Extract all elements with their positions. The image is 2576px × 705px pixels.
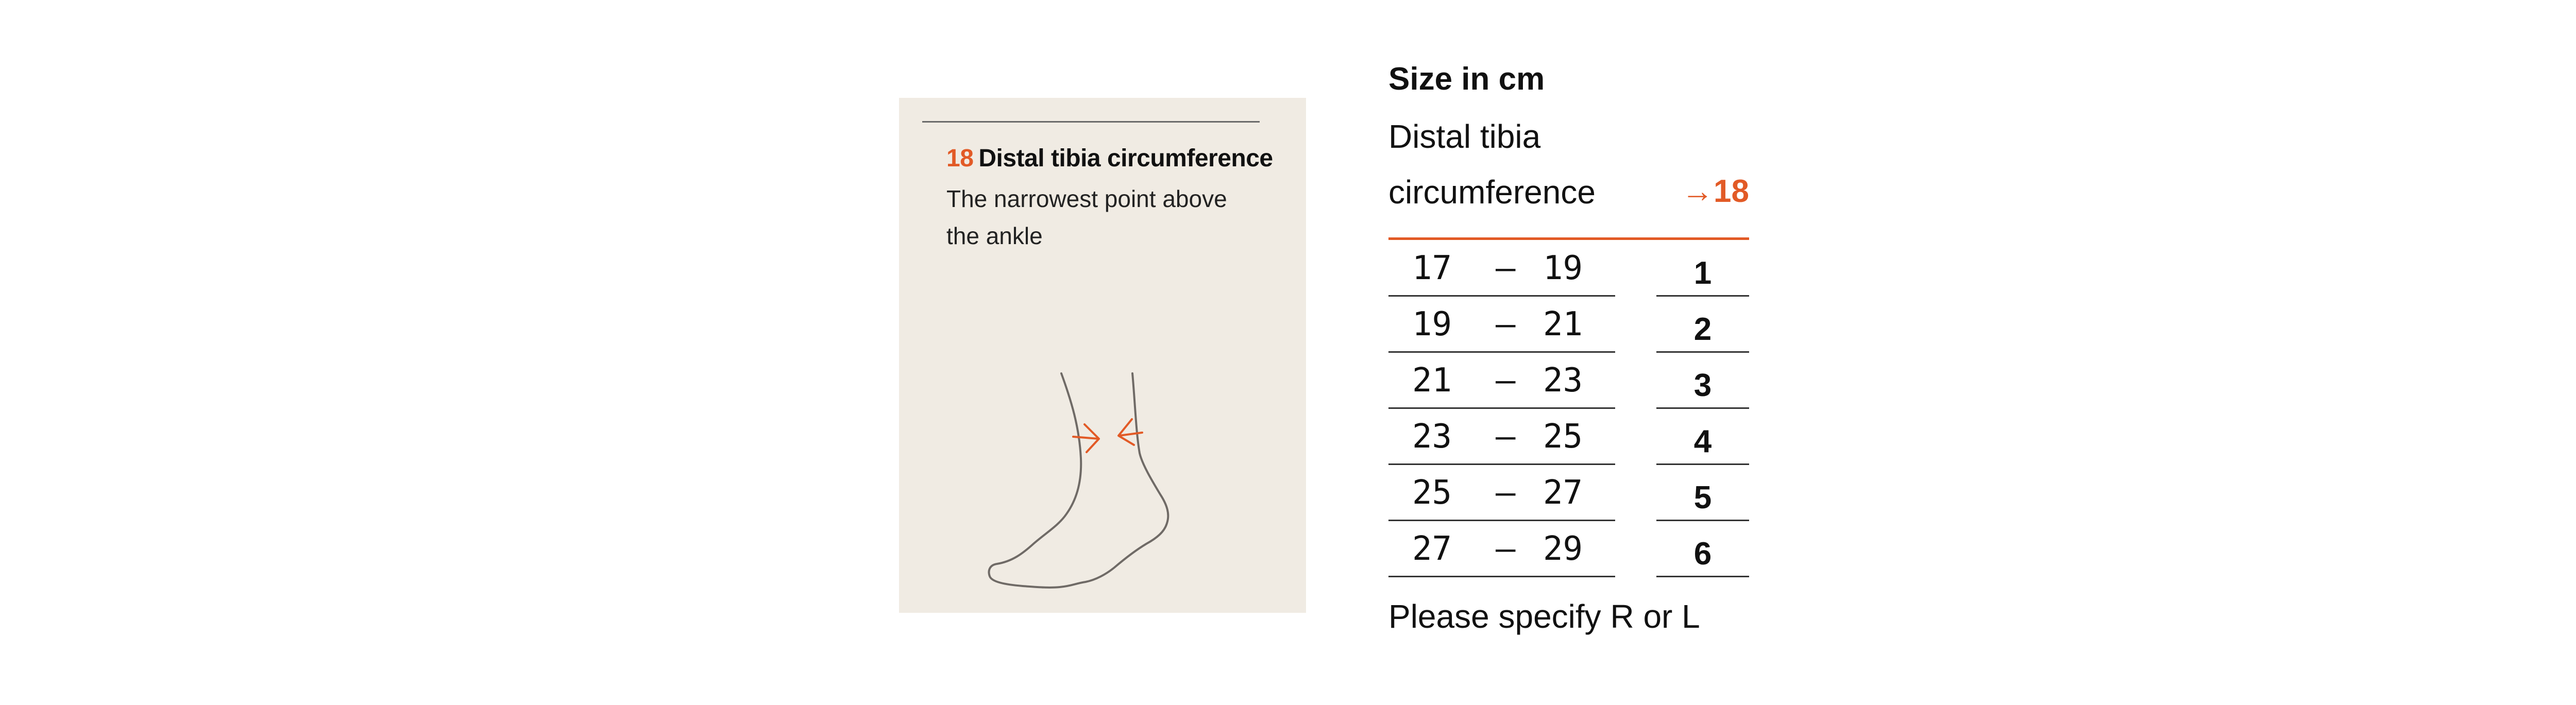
arrow-left-head [1117, 418, 1135, 446]
column-label-line2: circumference [1388, 174, 1596, 211]
range-from: 23 [1412, 418, 1452, 456]
range-to: 21 [1543, 305, 1583, 343]
measurement-arrows [1072, 418, 1143, 453]
size-value: 4 [1656, 408, 1749, 465]
foot-outline [988, 372, 1170, 589]
table-row: 27 – 29 6 [1388, 521, 1749, 577]
table-row: 23 – 25 4 [1388, 408, 1749, 465]
range-cell: 21 – 23 [1388, 352, 1615, 409]
ankle-measurement-icon [988, 372, 1170, 589]
size-value: 2 [1656, 296, 1749, 353]
range-dash: – [1496, 305, 1516, 343]
range-dash: – [1496, 530, 1516, 568]
range-to: 19 [1543, 249, 1583, 287]
range-to: 27 [1543, 474, 1583, 512]
size-value: 3 [1656, 352, 1749, 409]
range-cell: 27 – 29 [1388, 521, 1615, 577]
size-value: 5 [1656, 465, 1749, 521]
range-from: 25 [1412, 474, 1452, 512]
size-table: 17 – 19 1 19 – 21 2 21 – 23 3 23 – 25 4 … [1388, 240, 1749, 577]
measurement-title: Distal tibia circumference [978, 145, 1273, 172]
table-row: 17 – 19 1 [1388, 240, 1749, 297]
range-dash: – [1496, 362, 1516, 400]
range-dash: – [1496, 474, 1516, 512]
measurement-code-reference: →18 [1682, 174, 1749, 209]
range-cell: 19 – 21 [1388, 296, 1615, 353]
measurement-description: The narrowest point above the ankle [946, 185, 1227, 249]
range-cell: 23 – 25 [1388, 408, 1615, 465]
range-from: 27 [1412, 530, 1452, 568]
table-row: 25 – 27 5 [1388, 465, 1749, 521]
measurement-card: 18 Distal tibia circumference The narrowe… [899, 98, 1306, 613]
card-heading: 18 Distal tibia circumference [946, 144, 1273, 173]
arrow-right-line [1072, 436, 1099, 440]
table-row: 21 – 23 3 [1388, 352, 1749, 409]
range-cell: 25 – 27 [1388, 465, 1615, 521]
card-divider [922, 121, 1260, 123]
range-from: 19 [1412, 305, 1452, 343]
range-cell: 17 – 19 [1388, 240, 1615, 297]
arrow-right-head [1083, 423, 1100, 453]
range-from: 17 [1412, 249, 1452, 287]
size-table-title: Size in cm [1388, 61, 1545, 97]
range-from: 21 [1412, 362, 1452, 400]
arrow-left-line [1118, 432, 1143, 437]
size-value: 6 [1656, 521, 1749, 577]
column-label-line1: Distal tibia [1388, 118, 1541, 155]
size-value: 1 [1656, 240, 1749, 297]
range-dash: – [1496, 249, 1516, 287]
range-to: 25 [1543, 418, 1583, 456]
header-divider [1388, 237, 1749, 240]
measurement-code: 18 [946, 145, 974, 172]
table-row: 19 – 21 2 [1388, 296, 1749, 353]
side-note: Please specify R or L [1388, 598, 1700, 635]
range-dash: – [1496, 418, 1516, 456]
range-to: 29 [1543, 530, 1583, 568]
range-to: 23 [1543, 362, 1583, 400]
